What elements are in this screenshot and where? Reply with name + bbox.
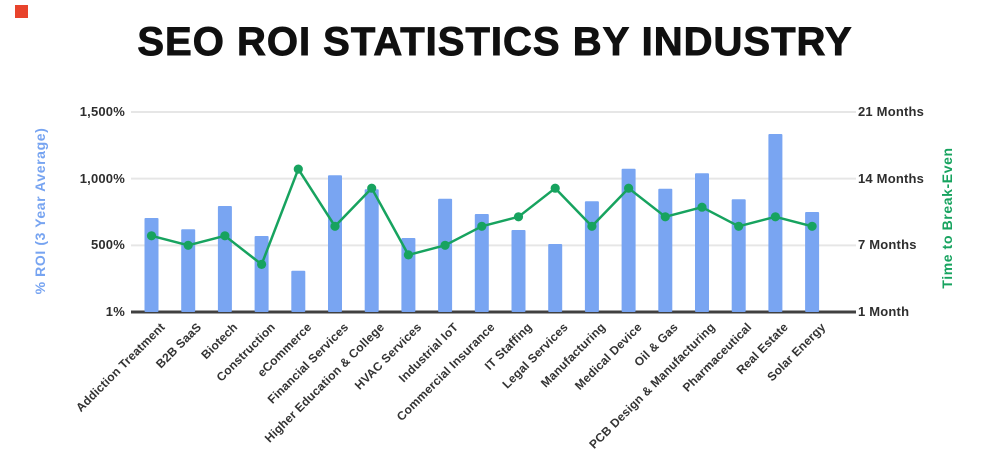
breakeven-point xyxy=(770,212,781,222)
breakeven-point xyxy=(513,212,524,222)
roi-bar xyxy=(328,175,342,312)
roi-bar xyxy=(144,218,159,312)
roi-axis-tick-label: 500% xyxy=(90,237,125,253)
breakeven-point xyxy=(624,183,634,193)
roi-bar xyxy=(291,270,306,312)
roi-bar xyxy=(511,230,526,312)
roi-bar xyxy=(731,199,746,312)
breakeven-point xyxy=(734,221,744,231)
breakeven-point xyxy=(330,221,340,231)
roi-bar xyxy=(364,189,379,312)
breakeven-axis-tick-label: 1 Month xyxy=(858,304,910,319)
breakeven-point xyxy=(367,183,377,193)
breakeven-point xyxy=(403,250,413,260)
breakeven-point xyxy=(257,259,267,269)
roi-bar xyxy=(217,206,232,312)
roi-bar xyxy=(621,168,636,312)
roi-bar xyxy=(548,244,563,312)
breakeven-point xyxy=(440,240,450,250)
breakeven-axis-tick-label: 14 Months xyxy=(858,170,925,186)
roi-axis-tick-label: 1,500% xyxy=(79,104,125,119)
breakeven-point xyxy=(587,221,597,231)
roi-axis-tick-label: 1% xyxy=(105,304,125,319)
brand-mark xyxy=(15,5,28,18)
breakeven-point xyxy=(807,221,817,231)
roi-bar xyxy=(254,236,269,312)
breakeven-point xyxy=(293,164,303,174)
breakeven-point xyxy=(477,221,487,231)
breakeven-point xyxy=(697,202,707,212)
roi-bar xyxy=(438,198,453,312)
breakeven-point xyxy=(146,231,157,241)
roi-bar xyxy=(584,201,599,312)
breakeven-point xyxy=(660,212,670,222)
chart-title: SEO ROI STATISTICS BY INDUSTRY xyxy=(137,20,853,65)
breakeven-axis-tick-label: 7 Months xyxy=(858,237,917,253)
roi-bar xyxy=(658,188,673,312)
roi-bar xyxy=(768,134,783,312)
breakeven-axis-tick-label: 21 Months xyxy=(858,104,925,119)
roi-bar xyxy=(695,173,709,312)
roi-bar xyxy=(805,212,820,312)
breakeven-point xyxy=(550,183,560,193)
roi-bar xyxy=(401,238,416,312)
roi-axis-tick-label: 1,000% xyxy=(79,170,125,186)
roi-bar xyxy=(474,214,489,312)
roi-bar xyxy=(181,229,196,312)
breakeven-point xyxy=(220,231,230,241)
breakeven-point xyxy=(183,240,193,250)
